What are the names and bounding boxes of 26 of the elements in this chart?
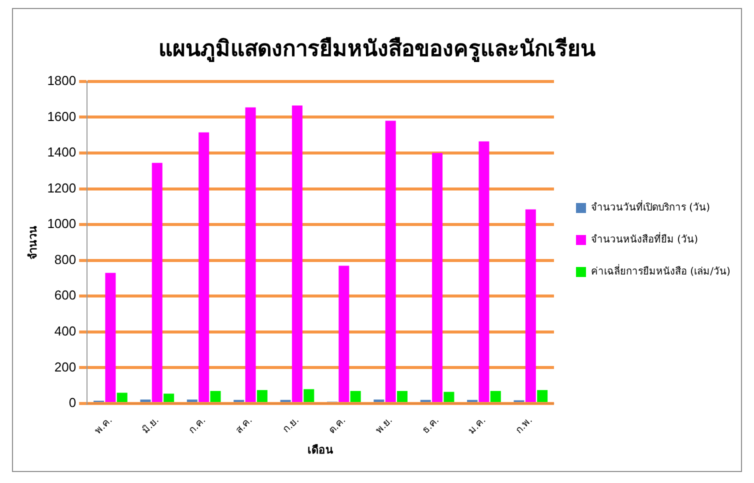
x-tick-label: ม.ค.: [466, 415, 488, 437]
y-tick-label: 1400: [47, 144, 76, 160]
legend-label: ค่าเฉลี่ยการยืมหนังสือ (เล่ม/วัน): [591, 264, 730, 278]
y-tick-label: 800: [54, 252, 76, 267]
x-tick-label: ส.ค.: [234, 415, 255, 436]
legend-label: จำนวนวันที่เปิดบริการ (วัน): [591, 200, 710, 214]
y-tick-label: 200: [54, 359, 76, 374]
y-tick-label: 1800: [47, 72, 76, 88]
x-tick-label: ก.พ.: [514, 415, 535, 436]
x-tick-label: มิ.ย.: [140, 415, 162, 436]
x-tick-label: พ.ย.: [374, 415, 395, 436]
x-axis-title: เดือน: [308, 443, 334, 456]
y-tick-label: 600: [54, 288, 76, 303]
legend-label: จำนวนหนังสือที่ยืม (วัน): [591, 232, 698, 246]
y-axis-title: จำนวน: [26, 225, 40, 260]
y-tick-label: 0: [68, 395, 76, 410]
y-tick-label: 1200: [47, 180, 76, 196]
x-tick-label: ธ.ค.: [420, 415, 442, 436]
x-tick-label: ก.ค.: [187, 415, 208, 436]
x-tick-label: พ.ค.: [92, 415, 115, 437]
x-tick-label: ต.ค.: [327, 415, 348, 436]
x-tick-label: ก.ย.: [281, 415, 302, 436]
y-tick-label: 1000: [47, 216, 76, 232]
chart-title: แผนภูมิแสดงการยืมหนังสือของครูและนักเรียน: [158, 36, 596, 63]
y-tick-label: 1600: [47, 108, 76, 124]
y-tick-label: 400: [54, 323, 76, 338]
